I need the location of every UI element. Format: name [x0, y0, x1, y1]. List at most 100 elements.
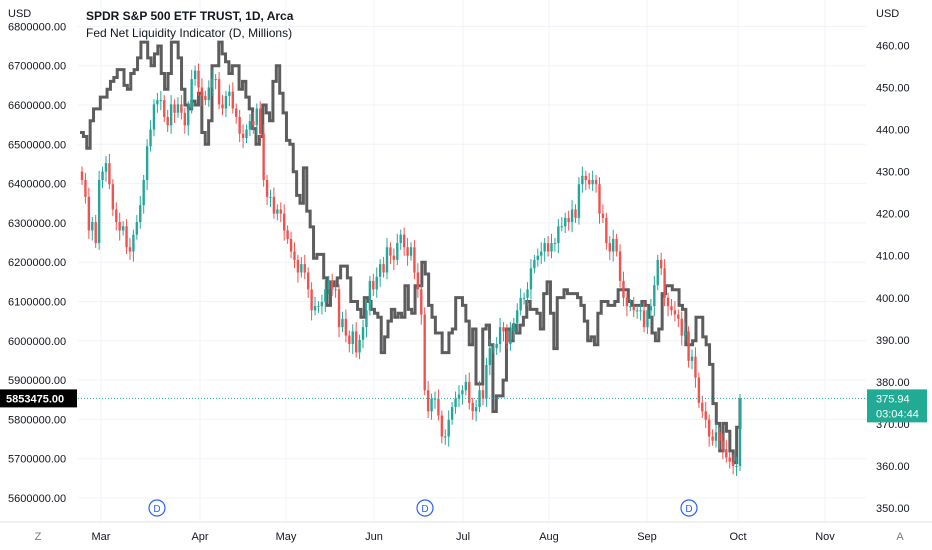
left-axis-tick: 6100000.00 — [8, 297, 66, 309]
candle-body — [416, 272, 420, 290]
candle-body — [406, 247, 409, 256]
candle-body — [341, 318, 344, 328]
candle-body — [289, 238, 293, 252]
candle-body — [396, 243, 399, 260]
right-countdown: 03:04:44 — [876, 408, 919, 420]
candle-body — [207, 87, 210, 101]
candle-body — [286, 230, 289, 239]
candle-body — [252, 121, 255, 126]
candle-body — [200, 87, 204, 96]
dividend-marker — [148, 499, 166, 517]
candle-body — [584, 175, 587, 181]
candle-body — [111, 184, 115, 210]
candle-body — [437, 398, 440, 416]
candle-body — [228, 91, 231, 96]
right-axis-tick: 390.00 — [876, 335, 910, 347]
left-axis-tick: 5700000.00 — [8, 454, 66, 466]
time-axis-tick: Aug — [539, 531, 559, 543]
candle-body — [725, 449, 728, 458]
candle-body — [522, 297, 526, 299]
candle-body — [94, 222, 97, 244]
left-axis-tick: 6700000.00 — [8, 61, 66, 73]
candle-body — [279, 209, 282, 214]
dividend-marker-label: D — [421, 504, 428, 515]
candle-body — [156, 100, 159, 105]
right-axis-tick: 440.00 — [876, 125, 910, 137]
right-axis-tick: 350.00 — [876, 503, 910, 515]
candle-body — [101, 171, 104, 181]
candle-body — [656, 259, 659, 286]
dividend-marker-label: D — [685, 504, 692, 515]
candle-body — [577, 184, 581, 218]
candle-body — [344, 318, 348, 336]
candle-body — [173, 104, 176, 113]
candle-body — [673, 310, 677, 315]
candle-body — [461, 390, 464, 395]
candle-body — [265, 180, 269, 197]
candle-body — [348, 335, 351, 345]
candle-body — [512, 322, 516, 332]
candle-body — [187, 108, 190, 126]
candle-body — [193, 70, 197, 80]
candle-body — [385, 247, 389, 273]
candle-body — [402, 234, 406, 248]
candle-body — [704, 411, 707, 420]
candle-body — [714, 432, 718, 441]
candle-body — [310, 289, 313, 311]
candle-body — [550, 243, 553, 252]
candle-body — [625, 297, 629, 307]
candle-body — [608, 243, 611, 252]
candle-body — [663, 268, 666, 298]
candle-body — [262, 133, 265, 181]
candle-body — [272, 196, 276, 214]
candle-body — [516, 310, 519, 323]
candle-body — [296, 259, 300, 273]
right-price-axis[interactable]: USD 460.00 450.00 440.00 430.00 420.00 410.00 4… — [876, 8, 910, 515]
candle-body — [128, 247, 132, 252]
price-candles — [80, 63, 742, 477]
left-axis-tick: 6800000.00 — [8, 21, 66, 33]
right-current-price: 375.94 — [876, 393, 910, 405]
candle-body — [450, 407, 454, 420]
candle-body — [718, 432, 721, 441]
candle-body — [159, 100, 163, 102]
candle-body — [190, 79, 193, 109]
candle-body — [560, 226, 563, 228]
candle-body — [488, 348, 492, 366]
candle-body — [320, 301, 324, 307]
candle-body — [731, 461, 735, 466]
candle-body — [197, 70, 200, 88]
candle-body — [235, 108, 238, 117]
candle-body — [330, 280, 334, 290]
candle-body — [632, 306, 635, 311]
candle-body — [87, 196, 91, 231]
indicator-title[interactable]: Fed Net Liquidity Indicator (D, Millions… — [86, 26, 293, 40]
candle-body — [125, 226, 128, 248]
right-axis-tick: 400.00 — [876, 293, 910, 305]
candle-body — [420, 289, 423, 315]
candle-body — [306, 272, 310, 290]
left-axis-tick: 6400000.00 — [8, 179, 66, 191]
candle-body — [80, 171, 84, 181]
candle-body — [378, 264, 382, 277]
candle-body — [423, 314, 426, 391]
candle-body — [659, 259, 663, 269]
candle-body — [269, 196, 272, 198]
candle-body — [118, 222, 121, 231]
chart-legend: SPDR S&P 500 ETF TRUST, 1D, Arca Fed Net… — [86, 8, 293, 42]
candle-body — [649, 306, 653, 311]
candle-body — [241, 133, 245, 138]
right-axis-tick: 380.00 — [876, 377, 910, 389]
candle-body — [471, 402, 474, 412]
candle-body — [646, 310, 649, 328]
time-axis[interactable]: Mar Apr May Jun Jul Aug Sep Oct Nov Z A — [0, 521, 932, 543]
candle-body — [430, 398, 433, 412]
symbol-title[interactable]: SPDR S&P 500 ETF TRUST, 1D, Arca — [86, 9, 294, 23]
grid — [78, 0, 866, 522]
candle-body — [687, 331, 690, 361]
candle-body — [149, 129, 152, 147]
candle-body — [478, 390, 481, 408]
